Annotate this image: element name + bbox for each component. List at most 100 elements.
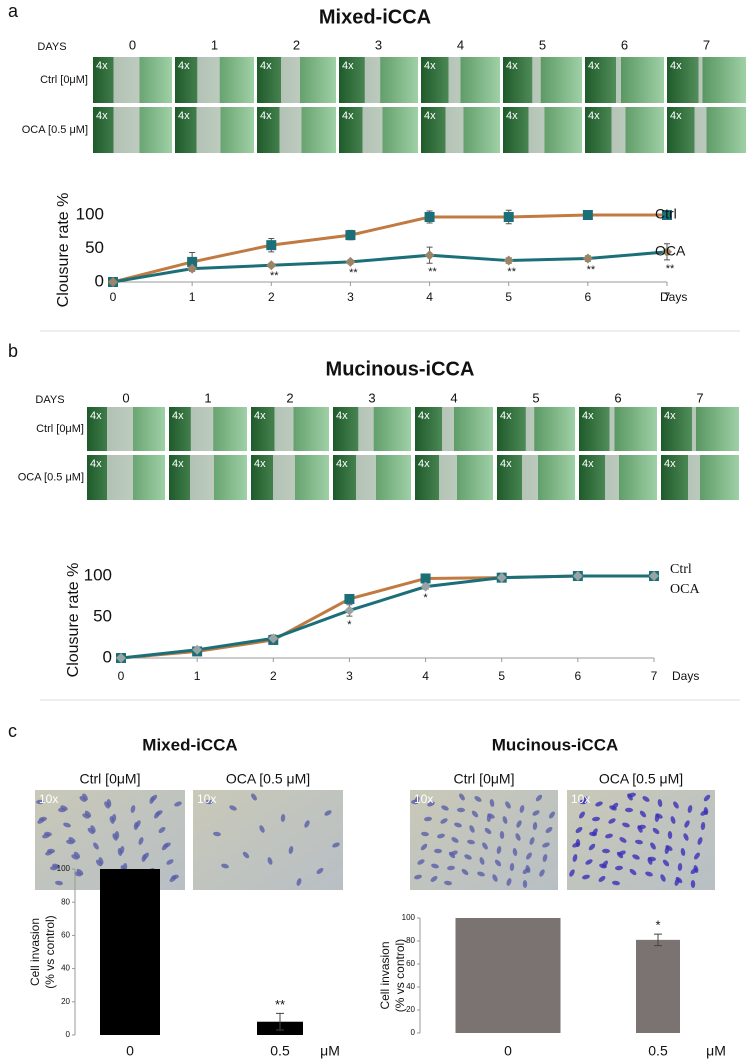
cell [414,796,420,804]
cell [154,811,160,819]
cell [451,837,459,843]
day-label: 4 [457,37,464,52]
x-tick-label: 6 [585,290,592,304]
cell [505,801,511,809]
day-label: 4 [450,390,457,405]
panel-letter: b [8,341,18,361]
y-tick-label: 50 [93,606,112,625]
cell [515,833,521,841]
scratch-gap [525,407,535,451]
cell [437,833,445,839]
cell [130,805,136,813]
microscopy-image [497,407,575,451]
image-label: Ctrl [0μM] [80,771,141,787]
cell [667,831,673,839]
cell [447,865,455,871]
cell [539,869,545,877]
magnification: 4x [260,60,272,72]
x-tick-label: 2 [270,669,277,683]
microscopy-image [667,57,746,103]
scratch-gap [107,407,133,451]
cell [619,837,627,843]
cell [434,848,442,854]
scratch-gap [698,57,703,103]
marker [420,573,431,584]
scratch-gap [364,57,381,103]
cell [575,839,581,847]
scratch-gap [281,57,300,103]
marker [344,593,355,604]
cell [575,826,583,834]
cell [324,810,332,816]
magnification: 4x [670,60,682,72]
unit-label: μM [320,1043,340,1059]
scratch-gap [439,455,457,500]
cell [464,854,472,860]
marker [108,277,118,287]
scratch-gap [605,455,619,500]
cell [55,880,63,886]
legend-label: Ctrl [655,206,677,222]
marker [345,230,356,241]
x-tick-label: 0 [126,1043,134,1059]
cell [655,813,663,819]
cell [469,825,475,833]
days-label: DAYS [37,41,66,53]
cell [251,793,257,801]
cell [459,793,465,801]
y-tick-label: 20 [406,1005,415,1014]
magnification: 4x [500,458,512,470]
significance: ** [428,266,437,278]
row-label: Ctrl [0μM] [40,74,88,86]
cell [149,796,155,804]
significance: * [423,592,428,604]
bar [636,939,680,1033]
y-tick-label: 40 [406,982,415,991]
y-axis-label: (% vs control) [393,939,407,1012]
magnification: 4x [424,60,436,72]
x-tick-label: 7 [664,290,671,304]
cell [601,860,609,868]
cell [474,796,482,802]
cell [684,820,690,828]
cell [650,842,656,850]
cell [532,810,540,816]
cell [169,876,177,882]
microscopy-image [503,57,582,103]
cell [332,842,340,848]
magnification: 4x [506,110,518,122]
day-label: 5 [539,37,546,52]
scratch-gap [356,455,376,500]
row-label: OCA [0.5 μM] [22,124,88,136]
cell [683,833,689,841]
cell [635,839,643,845]
cell [259,825,265,833]
bar [100,869,160,1035]
cell [117,848,123,856]
x-tick-label: 0 [110,290,117,304]
magnification: 4x [582,410,594,422]
cell [602,848,610,854]
cell [532,822,538,830]
y-tick-label: 40 [61,964,70,973]
magnification: 4x [588,110,600,122]
magnification: 4x [588,60,600,72]
cell [694,852,700,860]
marker [187,263,198,274]
magnification: 4x [664,410,676,422]
cell [42,833,50,839]
cell [662,859,670,867]
cell [288,846,294,854]
marker [424,212,435,223]
marker [572,571,583,581]
magnification: 4x [254,458,266,470]
panel-letter: a [8,1,19,21]
cell [161,843,169,851]
cell [642,796,650,802]
cell [499,831,505,839]
y-tick-label: 0 [66,1030,71,1039]
day-label: 5 [532,390,539,405]
scratch-gap [113,107,140,153]
cell [431,863,439,869]
magnification: 4x [500,410,512,422]
